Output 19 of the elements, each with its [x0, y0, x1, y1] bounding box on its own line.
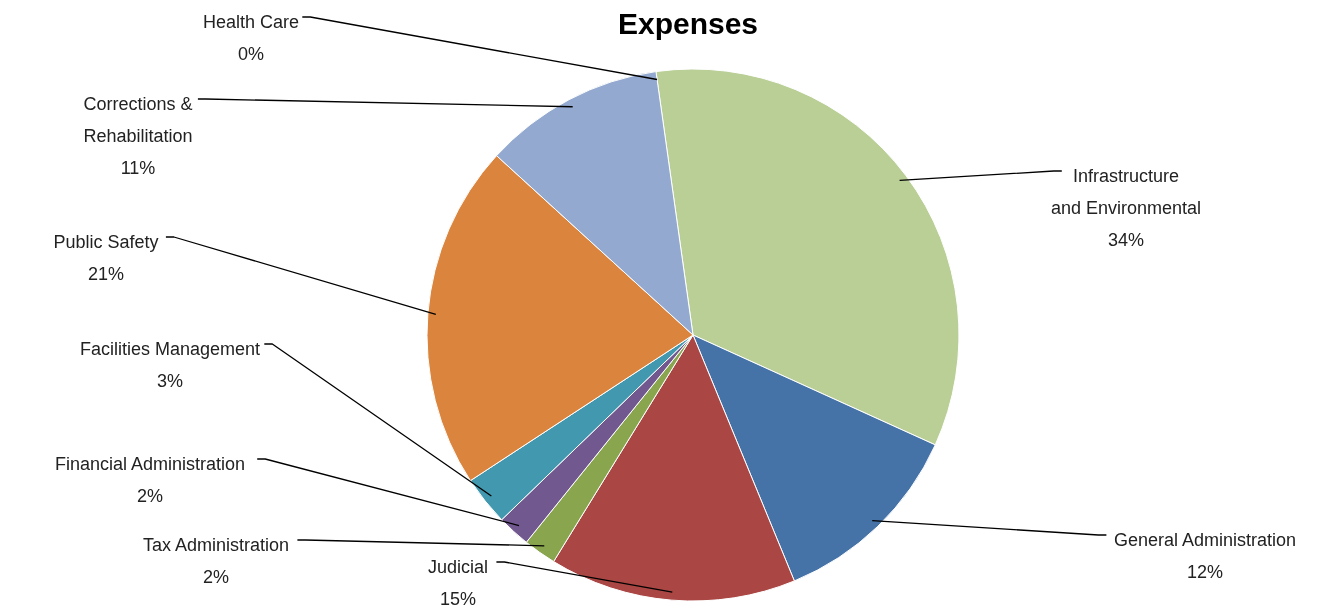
- data-label: 3%: [156, 371, 184, 392]
- data-label: 15%: [439, 589, 477, 610]
- slice-label: Facilities Management: [79, 339, 261, 360]
- data-label: 21%: [87, 264, 125, 285]
- text: 0%: [237, 44, 265, 65]
- slice-label: Tax Administration: [142, 535, 290, 556]
- slice-label: General Administration: [1113, 530, 1297, 551]
- slice-label: Infrastructure and Environmental: [1050, 166, 1202, 219]
- slice-label: Financial Administration: [54, 454, 246, 475]
- data-label: 2%: [202, 567, 230, 588]
- category-label: Health Care: [202, 12, 300, 33]
- chart-title: Expenses: [617, 7, 759, 40]
- data-label: 34%: [1107, 230, 1145, 251]
- slice-label: Judicial: [427, 557, 489, 578]
- slice-label: Corrections & Rehabilitation: [83, 94, 193, 147]
- data-label: 11%: [120, 158, 156, 179]
- slice-label: Public Safety: [53, 232, 159, 253]
- data-label: 2%: [136, 486, 164, 507]
- data-label: 12%: [1186, 562, 1224, 583]
